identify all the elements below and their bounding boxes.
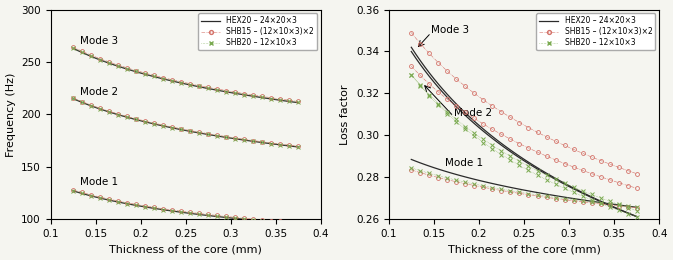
Text: Mode 1: Mode 1 [445, 158, 483, 168]
X-axis label: Thickness of the core (mm): Thickness of the core (mm) [109, 244, 262, 255]
Y-axis label: Loss factor: Loss factor [341, 84, 351, 145]
Text: Mode 2: Mode 2 [454, 108, 492, 119]
Text: Mode 1: Mode 1 [80, 177, 118, 187]
X-axis label: Thickness of the core (mm): Thickness of the core (mm) [448, 244, 600, 255]
Legend: HEX20 – 24×20×3, SHB15 – (12×10×3)×2, SHB20 – 12×10×3: HEX20 – 24×20×3, SHB15 – (12×10×3)×2, SH… [198, 13, 317, 50]
Text: Mode 2: Mode 2 [80, 88, 118, 98]
Y-axis label: Frequency (Hz): Frequency (Hz) [5, 72, 15, 157]
Text: Mode 3: Mode 3 [80, 36, 118, 46]
Legend: HEX20 – 24×20×3, SHB15 – (12×10×3)×2, SHB20 – 12×10×3: HEX20 – 24×20×3, SHB15 – (12×10×3)×2, SH… [536, 13, 656, 50]
Text: Mode 3: Mode 3 [431, 25, 469, 35]
